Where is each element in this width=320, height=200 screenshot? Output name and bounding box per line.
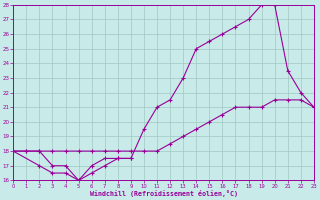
X-axis label: Windchill (Refroidissement éolien,°C): Windchill (Refroidissement éolien,°C)	[90, 190, 237, 197]
